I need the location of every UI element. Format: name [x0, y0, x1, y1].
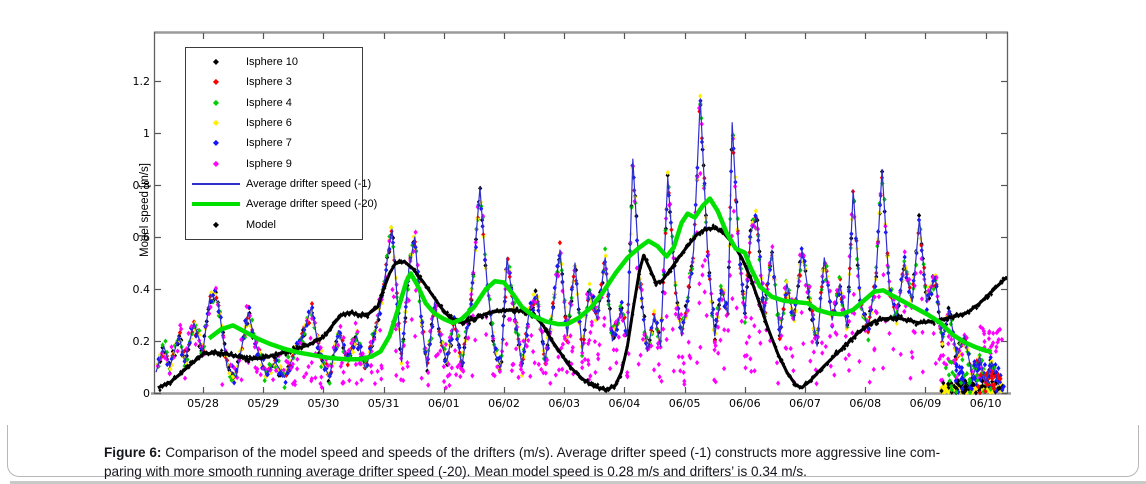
- legend-entry-label: Isphere 10: [246, 56, 298, 69]
- legend-entry: ◆ Isphere 10: [186, 52, 362, 72]
- legend-entry: ◆ Isphere 4: [186, 93, 362, 113]
- legend-entry: ◆ Isphere 3: [186, 72, 362, 92]
- chart-legend: ◆ Isphere 10 ◆ Isphere 3 ◆ Isphere 4 ◆ Isphere …: [185, 47, 377, 240]
- legend-entry: ◆ Isphere 6: [186, 113, 362, 133]
- legend-line-marker-icon: [192, 202, 240, 207]
- legend-entry: Average drifter speed (-20): [186, 194, 377, 214]
- legend-entry-label: Model: [246, 218, 276, 231]
- legend-diamond-marker-icon: ◆: [212, 77, 220, 87]
- legend-entry-label: Average drifter speed (-20): [246, 198, 378, 211]
- legend-diamond-marker-icon: ◆: [212, 158, 220, 168]
- legend-entry: Average drifter speed (-1): [186, 174, 371, 194]
- chart-canvas: [0, 0, 1146, 425]
- legend-diamond-marker-icon: ◆: [212, 219, 220, 229]
- bottom-edge-strip: [10, 480, 1146, 484]
- legend-diamond-marker-icon: ◆: [212, 57, 220, 67]
- legend-entry: ◆ Isphere 9: [186, 154, 362, 174]
- figure-caption: Figure 6: Comparison of the model speed …: [104, 443, 1054, 482]
- figure-caption-label: Figure 6:: [104, 444, 162, 460]
- legend-entry-label: Isphere 4: [246, 96, 292, 109]
- legend-entry-label: Isphere 7: [246, 137, 292, 150]
- legend-line-marker-icon: [192, 183, 240, 185]
- legend-entry-label: Isphere 9: [246, 157, 292, 170]
- figure-caption-line1: Comparison of the model speed and speeds…: [165, 444, 941, 460]
- legend-entry: ◆ Model: [186, 215, 362, 235]
- legend-diamond-marker-icon: ◆: [212, 138, 220, 148]
- legend-diamond-marker-icon: ◆: [212, 118, 220, 128]
- y-axis-label: Model speed [m/s]: [139, 163, 151, 257]
- legend-diamond-marker-icon: ◆: [212, 97, 220, 107]
- legend-entry: ◆ Isphere 7: [186, 133, 362, 153]
- legend-entry-label: Average drifter speed (-1): [246, 178, 372, 191]
- figure-caption-line2: paring with more smooth running average …: [104, 464, 807, 480]
- legend-entry-label: Isphere 3: [246, 76, 292, 89]
- legend-entry-label: Isphere 6: [246, 117, 292, 130]
